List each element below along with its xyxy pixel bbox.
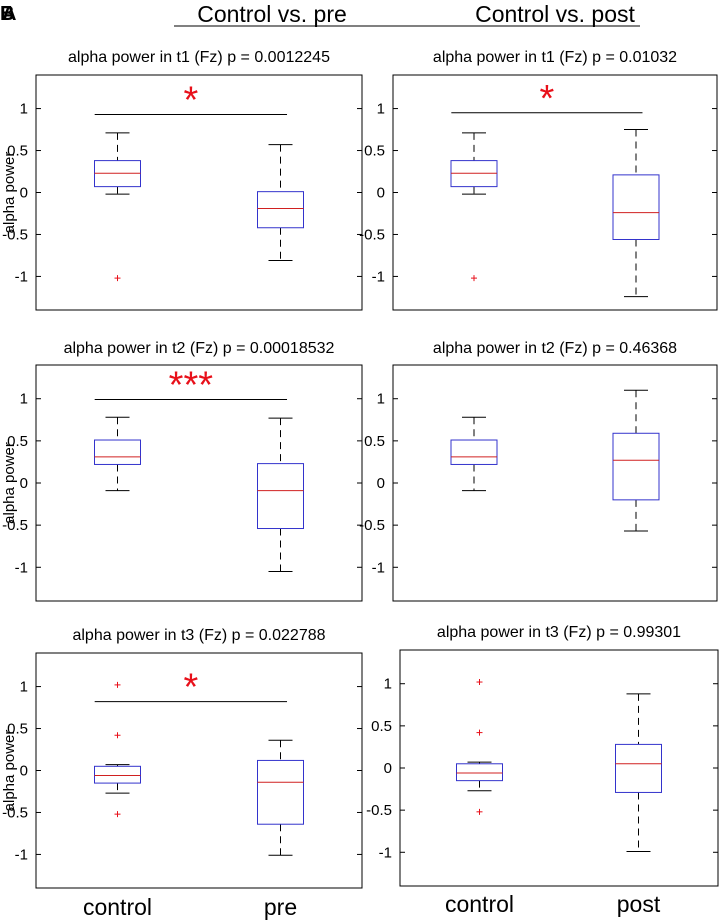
outlier-marker — [114, 811, 121, 818]
x-tick-label-pre: pre — [264, 894, 297, 920]
axes-frame — [392, 364, 718, 602]
box-control — [456, 679, 503, 815]
iqr-box — [257, 191, 304, 229]
box-post — [612, 389, 660, 532]
iqr-box — [94, 765, 141, 784]
y-tick-label: 0.5 — [7, 433, 28, 450]
axes-frame — [35, 74, 363, 311]
chart-panel-6: alpha power in t3 (Fz) p = 0.99301 -1 -0.5… — [366, 624, 719, 917]
y-tick-label: -1 — [372, 559, 385, 576]
outlier-marker — [114, 275, 121, 282]
y-tick-label: 1 — [20, 391, 28, 408]
chart-title: alpha power in t1 (Fz) p = 0.01032 — [433, 49, 677, 66]
axes-frame — [392, 74, 718, 311]
x-tick-label-control: control — [83, 894, 152, 920]
y-tick-label: 0 — [377, 475, 385, 492]
column-header-control-vs-post: Control vs. post — [475, 1, 635, 27]
y-tick-label: 0 — [377, 185, 385, 202]
chart-title: alpha power in t2 (Fz) p = 0.46368 — [433, 340, 677, 357]
iqr-box — [612, 432, 660, 501]
x-tick-label-post: post — [617, 891, 661, 917]
iqr-box — [612, 174, 660, 240]
box-control — [94, 416, 141, 492]
iqr-box — [456, 763, 503, 782]
y-tick-label: 0.5 — [7, 143, 28, 160]
y-tick-label: 1 — [20, 679, 28, 696]
chart-panel-1: alpha power in t1 (Fz) p = 0.0012245 -1 -0… — [1, 49, 363, 311]
y-tick-label: -1 — [372, 268, 385, 285]
y-tick-label: -0.5 — [2, 226, 28, 243]
y-tick-label: 0 — [20, 763, 28, 780]
outlier-marker — [114, 681, 121, 688]
box-control — [94, 681, 141, 818]
y-tick-label: -0.5 — [359, 226, 385, 243]
significance-stars: * — [183, 667, 198, 709]
panel-letter-b: B — [0, 3, 14, 25]
box-pre — [257, 144, 304, 261]
box-control — [450, 132, 498, 282]
box-post — [612, 129, 660, 298]
y-tick-label: 0.5 — [364, 143, 385, 160]
significance-stars: * — [183, 79, 198, 121]
iqr-box — [94, 439, 141, 465]
significance-stars: * — [540, 78, 555, 120]
y-tick-label: -0.5 — [2, 517, 28, 534]
y-tick-label: -0.5 — [359, 517, 385, 534]
y-tick-label: 0.5 — [7, 721, 28, 738]
y-tick-label: 0.5 — [371, 718, 392, 735]
iqr-box — [257, 463, 304, 530]
box-pre — [257, 739, 304, 856]
chart-panel-5: alpha power in t3 (Fz) p = 0.022788 -1 -0.… — [1, 627, 363, 920]
chart-panel-3: alpha power in t2 (Fz) p = 0.00018532 -1 -… — [1, 340, 363, 602]
y-tick-label: 0.5 — [364, 433, 385, 450]
box-pre — [257, 417, 304, 572]
y-tick-label: -1 — [15, 846, 28, 863]
y-tick-label: 1 — [377, 391, 385, 408]
y-tick-label: 1 — [20, 101, 28, 118]
iqr-box — [257, 759, 304, 825]
chart-title: alpha power in t3 (Fz) p = 0.022788 — [72, 627, 325, 644]
y-tick-label: 0 — [20, 475, 28, 492]
y-tick-label: -0.5 — [366, 802, 392, 819]
outlier-marker — [476, 679, 483, 686]
box-control — [94, 132, 141, 282]
x-tick-label-control: control — [445, 891, 514, 917]
iqr-box — [450, 439, 498, 465]
y-tick-label: -1 — [15, 268, 28, 285]
chart-title: alpha power in t2 (Fz) p = 0.00018532 — [64, 340, 335, 357]
y-tick-label: -0.5 — [2, 804, 28, 821]
chart-title: alpha power in t3 (Fz) p = 0.99301 — [437, 624, 681, 641]
y-tick-label: -1 — [15, 559, 28, 576]
outlier-marker — [114, 732, 121, 739]
chart-title: alpha power in t1 (Fz) p = 0.0012245 — [68, 49, 330, 66]
axes-frame — [399, 649, 719, 887]
y-axis-label: alpha power — [1, 442, 18, 524]
outlier-marker — [476, 729, 483, 736]
panel-letter-a: A — [2, 3, 16, 25]
axes-frame — [35, 652, 363, 889]
y-axis-label: alpha power — [1, 730, 18, 812]
y-tick-label: 1 — [384, 676, 392, 693]
box-control — [450, 416, 498, 492]
outlier-marker — [471, 275, 477, 282]
y-tick-label: 1 — [377, 101, 385, 118]
y-tick-label: -1 — [379, 844, 392, 861]
y-axis-label: alpha power — [1, 152, 18, 234]
y-tick-label: 0 — [20, 185, 28, 202]
column-header-control-vs-pre: Control vs. pre — [197, 1, 347, 27]
chart-panel-2: alpha power in t1 (Fz) p = 0.01032 -1 -0.5… — [359, 49, 718, 311]
outlier-marker — [476, 808, 483, 815]
box-post — [615, 693, 662, 852]
significance-stars: *** — [169, 365, 214, 407]
chart-panel-4: alpha power in t2 (Fz) p = 0.46368 -1 -0.5… — [359, 340, 718, 602]
iqr-box — [615, 743, 662, 793]
y-tick-label: 0 — [384, 760, 392, 777]
panels-group: alpha power in t1 (Fz) p = 0.0012245 -1 -0… — [1, 49, 719, 920]
